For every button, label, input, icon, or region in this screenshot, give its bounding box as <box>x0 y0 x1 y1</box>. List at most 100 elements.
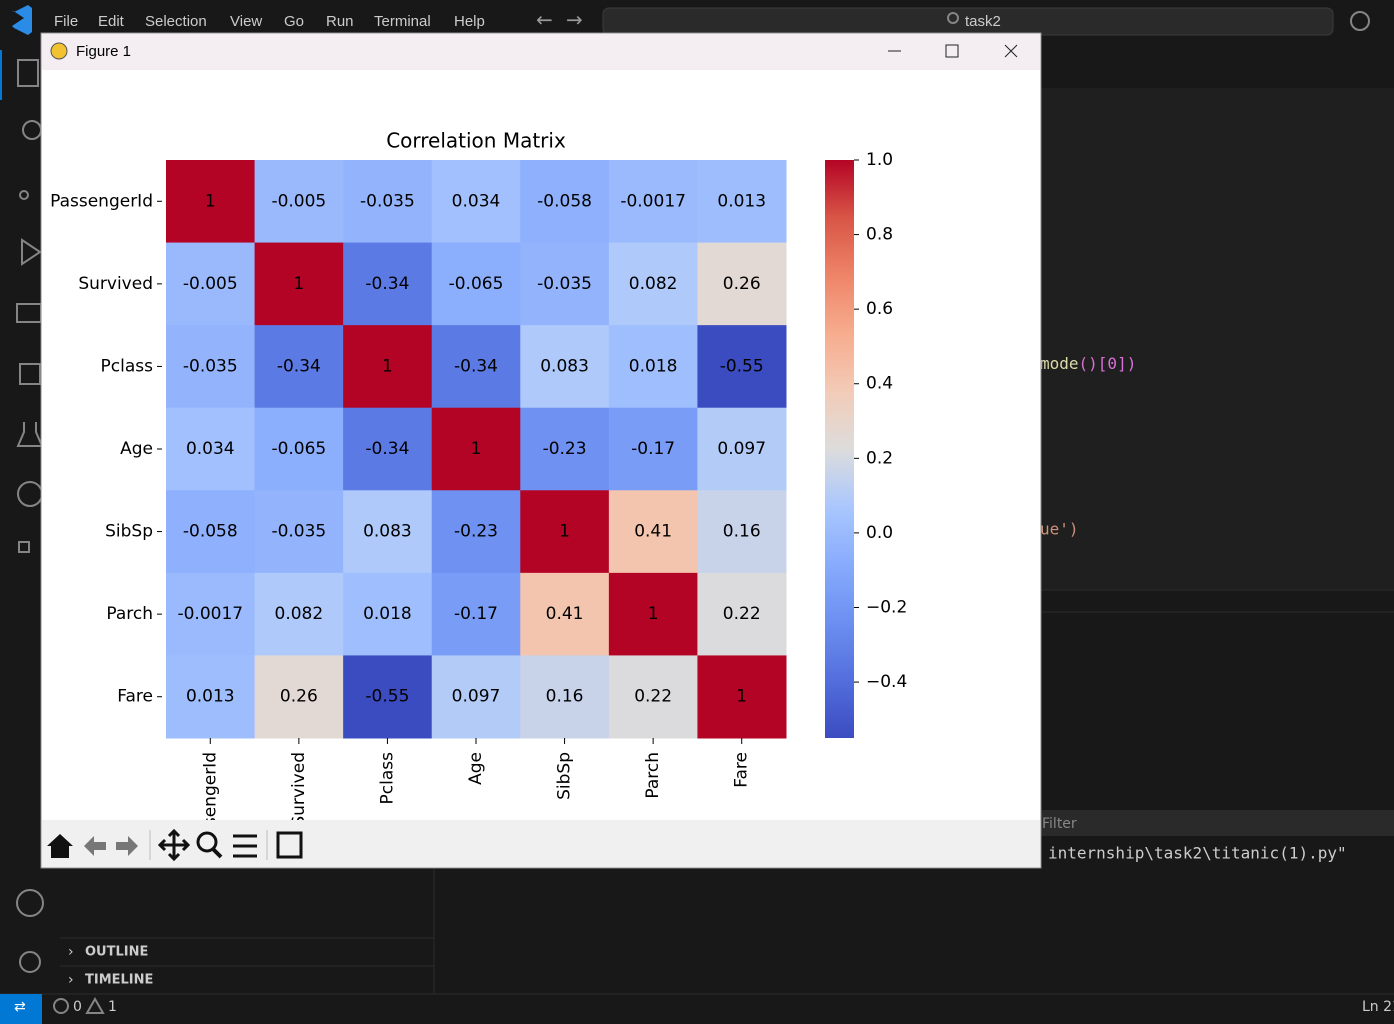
cell-annotation: 0.018 <box>363 604 412 624</box>
copilot-icon[interactable] <box>1350 11 1370 31</box>
heatmap-cell <box>254 407 344 491</box>
menu-item[interactable]: Terminal <box>374 13 431 30</box>
heatmap-cell <box>697 242 787 326</box>
filter-placeholder: Filter <box>1042 816 1077 832</box>
heatmap-cell <box>431 160 521 244</box>
zoom-handle <box>211 847 223 859</box>
heatmap-cell <box>343 572 433 656</box>
heatmap-cell <box>608 490 698 574</box>
zoom-button[interactable] <box>196 831 218 853</box>
remote-button[interactable] <box>0 994 42 1024</box>
forward-button[interactable] <box>116 836 138 856</box>
heatmap-cell <box>697 490 787 574</box>
save-button[interactable] <box>276 831 303 859</box>
terminal-text: internship\task2\titanic(1).py" <box>1048 844 1347 863</box>
search-icon <box>947 12 959 24</box>
figure-icon <box>50 42 68 60</box>
pan-button[interactable] <box>157 828 191 862</box>
menu-item[interactable]: Go <box>284 13 304 30</box>
cell-annotation: 0.097 <box>452 687 501 707</box>
cell-annotation: 1 <box>471 439 482 459</box>
search-text: task2 <box>965 13 1001 30</box>
cell-annotation: -0.035 <box>183 356 238 376</box>
cell-annotation: 0.013 <box>186 687 235 707</box>
home-button[interactable] <box>47 834 73 858</box>
heatmap-cell <box>254 325 344 409</box>
heatmap-cell <box>520 572 610 656</box>
y-tick-label: Parch <box>106 604 153 624</box>
account-icon[interactable] <box>16 889 44 917</box>
settings-icon[interactable] <box>19 951 41 973</box>
figure-window: Figure 1 Correlation Matrix PassengerId 1… <box>40 32 1042 869</box>
explorer-icon[interactable] <box>17 59 39 87</box>
error-count[interactable]: 0 <box>73 999 82 1015</box>
cell-annotation: 0.26 <box>723 274 761 294</box>
remote-icon: ⇄ <box>14 999 26 1015</box>
heatmap-cell <box>166 655 256 739</box>
heatmap-cell <box>520 490 610 574</box>
menu-item[interactable]: Help <box>454 13 485 30</box>
heatmap-cell <box>697 325 787 409</box>
heatmap-cell <box>431 572 521 656</box>
cursor-position[interactable]: Ln 21 <box>1362 999 1394 1015</box>
containers-icon[interactable] <box>18 541 30 553</box>
cell-annotation: 0.034 <box>452 191 501 211</box>
configure-button[interactable] <box>233 834 257 858</box>
debug-icon[interactable] <box>21 238 42 266</box>
app-logo <box>12 5 32 35</box>
sidebar-section[interactable]: OUTLINE <box>85 945 148 960</box>
menu-item[interactable]: Selection <box>145 13 207 30</box>
colorbar-tick-label: −0.2 <box>866 597 907 617</box>
close-button[interactable] <box>1004 44 1018 58</box>
cell-annotation: 0.26 <box>280 687 318 707</box>
heatmap-cell <box>166 160 256 244</box>
heatmap-cell <box>254 490 344 574</box>
cell-annotation: -0.34 <box>365 274 409 294</box>
cell-annotation: -0.0017 <box>177 604 243 624</box>
heatmap-cell <box>431 242 521 326</box>
heatmap-cell <box>608 572 698 656</box>
cell-annotation: 0.082 <box>629 274 678 294</box>
heatmap-cell <box>520 242 610 326</box>
colorbar <box>825 160 854 738</box>
chevron: › <box>68 944 74 960</box>
heatmap-cell <box>431 407 521 491</box>
cell-annotation: 1 <box>382 356 393 376</box>
filter-box[interactable] <box>1036 810 1394 836</box>
menu-item[interactable]: File <box>54 13 78 30</box>
code-line: ue') <box>1040 520 1079 539</box>
nav-forward[interactable]: → <box>566 8 583 32</box>
maximize-button[interactable] <box>945 44 959 58</box>
menu-bar: File Edit Selection View Go Run Terminal Help <box>54 13 485 30</box>
cell-annotation: -0.058 <box>537 191 592 211</box>
y-tick-label: Age <box>120 439 153 459</box>
testing-icon[interactable] <box>16 422 44 447</box>
colorbar-tick-label: 0.2 <box>866 448 893 468</box>
chart-title: Correlation Matrix <box>386 129 566 153</box>
heatmap-cell <box>697 160 787 244</box>
heatmap-cell <box>608 655 698 739</box>
menu-item[interactable]: View <box>230 13 262 30</box>
heatmap-cell <box>697 572 787 656</box>
back-button[interactable] <box>84 836 106 856</box>
x-tick-label: Parch <box>643 752 663 799</box>
menu-item[interactable]: Edit <box>98 13 125 30</box>
code-token: mode <box>1040 354 1079 373</box>
sidebar-section[interactable]: TIMELINE <box>85 973 153 988</box>
scm-icon[interactable] <box>19 190 29 200</box>
cell-annotation: -0.005 <box>183 274 238 294</box>
cell-annotation: -0.34 <box>454 356 498 376</box>
extensions-icon[interactable] <box>19 363 41 385</box>
menu-item[interactable]: Run <box>326 13 354 30</box>
heatmap-cell <box>254 242 344 326</box>
cell-annotation: -0.035 <box>537 274 592 294</box>
warning-count[interactable]: 1 <box>108 999 117 1015</box>
cell-annotation: 0.41 <box>634 522 672 542</box>
nav-back[interactable]: ← <box>536 8 553 32</box>
heatmap-cell <box>343 490 433 574</box>
warning-icon <box>85 996 105 1014</box>
x-tick-label: Age <box>466 752 486 785</box>
heatmap-cell <box>608 407 698 491</box>
cell-annotation: -0.035 <box>360 191 415 211</box>
heatmap-cell <box>166 572 256 656</box>
